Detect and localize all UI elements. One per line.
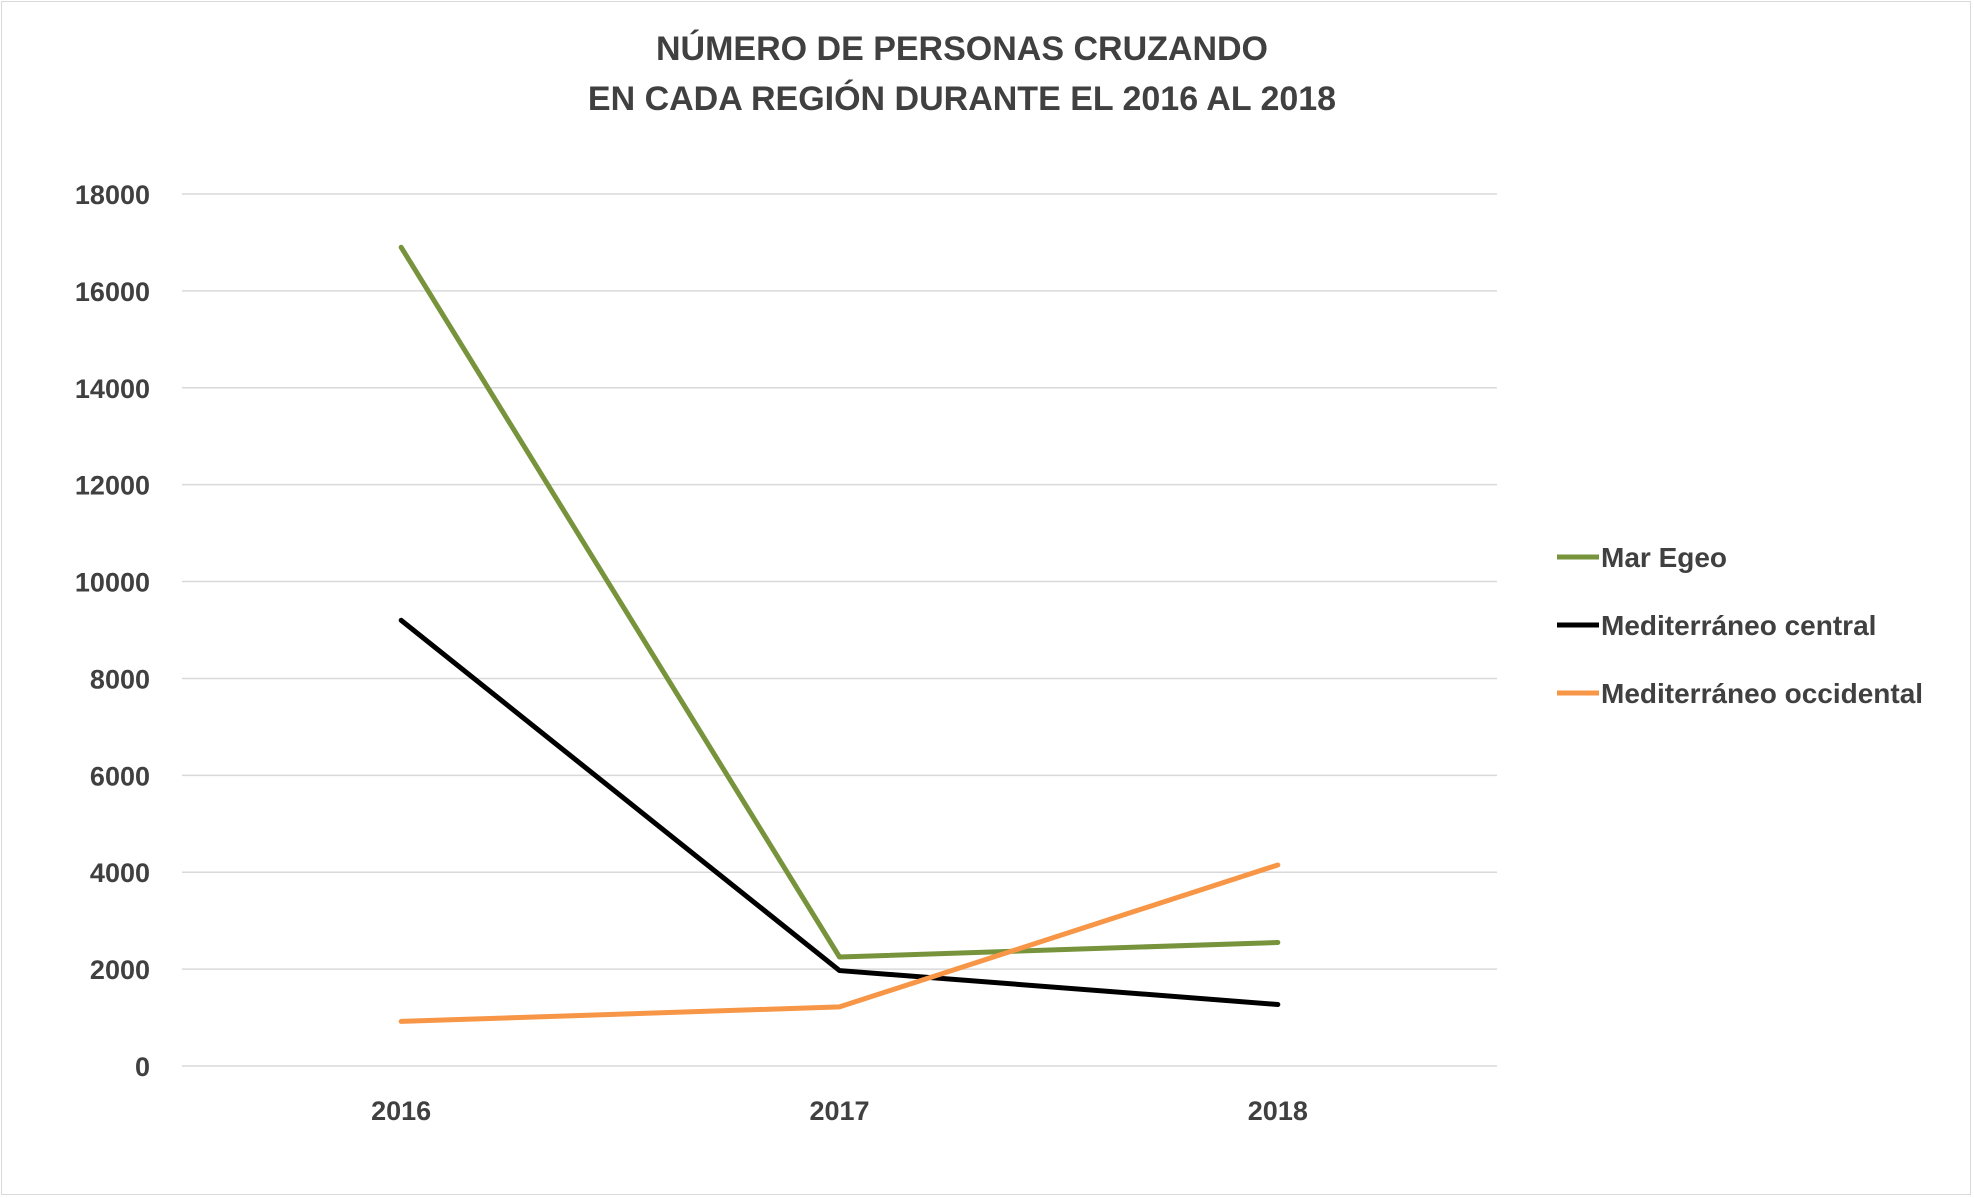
series-line	[398, 617, 1281, 1007]
legend: Mar Egeo Mediterráneo central Mediterráneo…	[1557, 542, 1923, 709]
y-axis-tick-labels: 0 2000 4000 6000 8000 10000 12000 14000 16000 180…	[75, 180, 150, 1082]
chart-title-line-1: NÚMERO DE PERSONAS CRUZANDO	[656, 30, 1268, 68]
legend-label: Mediterráneo central	[1601, 610, 1876, 641]
chart-title-line-2: EN CADA REGIÓN DURANTE EL 2016 AL 2018	[588, 80, 1336, 118]
x-tick-label: 2017	[809, 1096, 869, 1126]
gridlines	[182, 193, 1497, 1067]
y-tick-label: 18000	[75, 180, 150, 210]
legend-label: Mediterráneo occidental	[1601, 678, 1923, 709]
x-tick-label: 2018	[1248, 1096, 1308, 1126]
y-tick-label: 16000	[75, 277, 150, 307]
y-tick-label: 8000	[90, 664, 150, 694]
series-lines	[398, 244, 1281, 1024]
y-tick-label: 6000	[90, 761, 150, 791]
x-tick-label: 2016	[371, 1096, 431, 1126]
y-tick-label: 4000	[90, 858, 150, 888]
legend-label: Mar Egeo	[1601, 542, 1727, 573]
y-tick-label: 10000	[75, 568, 150, 598]
chart-title: NÚMERO DE PERSONAS CRUZANDO EN CADA REGI…	[588, 30, 1336, 118]
series-line	[398, 244, 1281, 960]
y-tick-label: 2000	[90, 955, 150, 985]
x-axis-tick-labels: 2016 2017 2018	[371, 1096, 1308, 1126]
y-tick-label: 14000	[75, 374, 150, 404]
series-line	[398, 862, 1281, 1024]
y-tick-label: 12000	[75, 471, 150, 501]
y-tick-label: 0	[135, 1052, 150, 1082]
